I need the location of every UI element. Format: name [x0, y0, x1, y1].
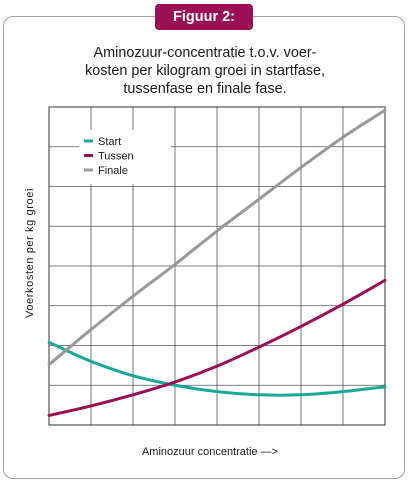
chart-title: Aminozuur-concentratie t.o.v. voer- kost…: [85, 45, 325, 97]
series-line-start: [47, 340, 387, 397]
plot-area-border: [48, 106, 386, 426]
x-axis-label: Aminozuur concentratie —>: [141, 446, 279, 458]
figure-badge: Figuur 2:: [155, 4, 253, 30]
series-line-finale: [47, 108, 387, 367]
y-axis-label: Voerkosten per kg groei: [24, 188, 36, 318]
series-line-tussen: [47, 278, 387, 417]
legend-label-finale: Finale: [98, 165, 128, 177]
legend-box: [79, 130, 171, 184]
legend-label-start: Start: [98, 136, 121, 148]
legend-label-tussen: Tussen: [98, 151, 134, 163]
